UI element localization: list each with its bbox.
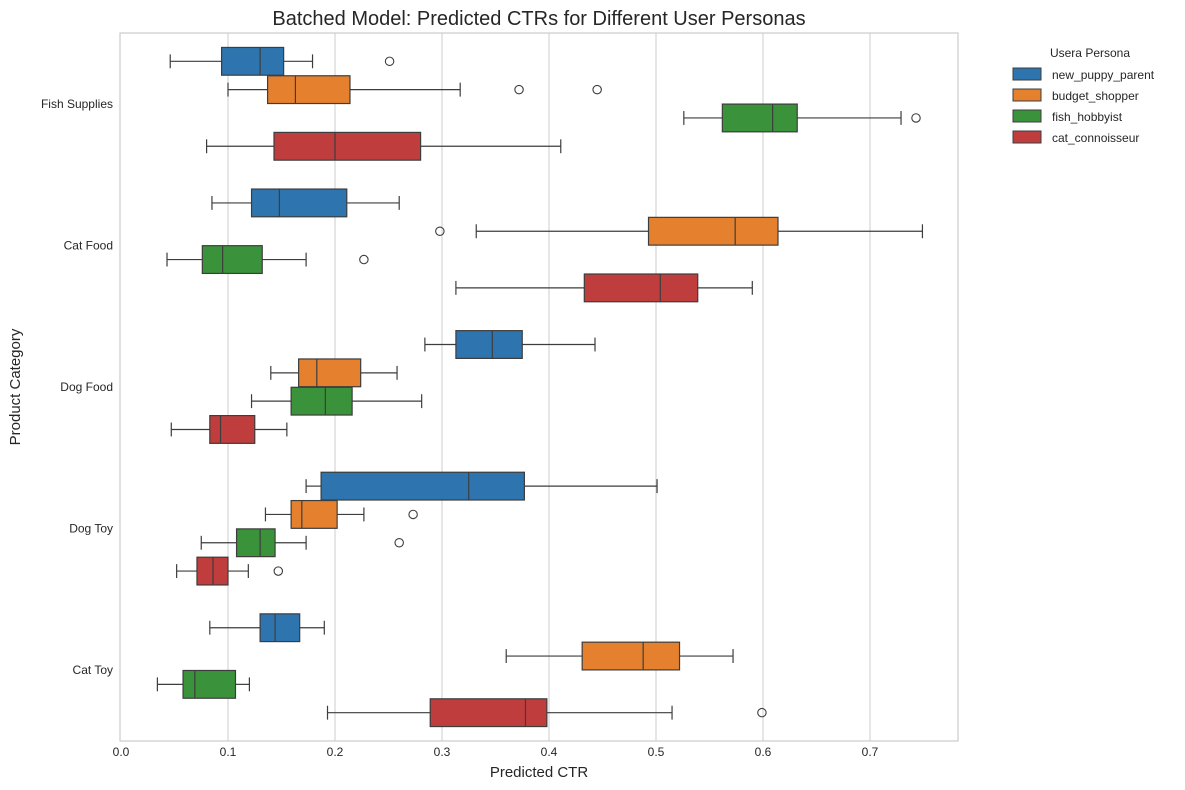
series-cat_connoisseur (170, 131, 767, 728)
iqr-box (273, 131, 422, 161)
outlier-point (514, 84, 524, 95)
plot-frame (119, 32, 959, 742)
iqr-box (220, 46, 285, 76)
iqr-box (455, 330, 523, 359)
iqr-box (298, 358, 362, 388)
y-tick-label: Fish Supplies (41, 97, 113, 111)
iqr-box (235, 528, 276, 558)
box-new_puppy_parent (209, 613, 325, 643)
box-budget_shopper (435, 216, 924, 246)
iqr-box (290, 386, 353, 416)
legend-swatch (1012, 67, 1042, 81)
outlier-point (394, 538, 404, 548)
iqr-box (320, 471, 525, 501)
iqr-box (721, 103, 798, 133)
x-tick-label: 0.6 (755, 745, 772, 759)
outlier-point (273, 566, 284, 576)
box-cat_connoisseur (455, 273, 753, 303)
legend-swatch (1012, 88, 1042, 102)
box-fish_hobbyist (166, 245, 369, 275)
outlier-point (757, 707, 767, 718)
box-fish_hobbyist (200, 528, 404, 558)
legend-label: budget_shopper (1052, 89, 1139, 103)
x-tick-label: 0.1 (220, 745, 237, 759)
y-axis-label: Product Category (7, 328, 24, 445)
iqr-box (209, 415, 256, 444)
iqr-box (581, 641, 681, 671)
series-new_puppy_parent (169, 46, 658, 643)
iqr-box (429, 698, 548, 728)
box-cat_connoisseur (176, 556, 284, 586)
outlier-point (408, 509, 418, 520)
box-new_puppy_parent (424, 330, 596, 359)
outlier-point (435, 226, 445, 236)
x-tick-label: 0.4 (541, 745, 558, 759)
legend-items: new_puppy_parent budget_shopper fish_hobby… (1012, 67, 1155, 145)
box-new_puppy_parent (169, 46, 395, 76)
box-fish_hobbyist (250, 386, 423, 416)
series-budget_shopper (227, 75, 924, 671)
legend-label: fish_hobbyist (1052, 110, 1123, 124)
box-new_puppy_parent (305, 471, 658, 501)
y-tick-labels: Fish Supplies Cat Food Dog Food Dog Toy Cat … (41, 97, 113, 677)
outlier-point (592, 84, 602, 95)
x-tick-label: 0.0 (113, 745, 130, 759)
y-tick-label: Dog Toy (69, 522, 113, 536)
box-cat_connoisseur (170, 415, 288, 444)
legend: Usera Persona new_puppy_parent budget_sho… (1012, 46, 1155, 145)
iqr-box (266, 75, 351, 105)
box-budget_shopper (227, 75, 602, 105)
box-cat_connoisseur (326, 698, 767, 728)
iqr-box (182, 669, 237, 699)
iqr-box (250, 188, 348, 218)
box-budget_shopper (264, 499, 418, 529)
outlier-point (359, 254, 369, 265)
box-new_puppy_parent (211, 188, 400, 218)
box-fish_hobbyist (683, 103, 921, 133)
box-series (156, 46, 924, 728)
x-tick-label: 0.5 (648, 745, 665, 759)
y-tick-label: Dog Food (60, 380, 113, 394)
box-budget_shopper (505, 641, 734, 671)
legend-label: new_puppy_parent (1052, 68, 1155, 82)
legend-label: cat_connoisseur (1052, 131, 1139, 145)
chart-title: Batched Model: Predicted CTRs for Differ… (272, 8, 805, 30)
legend-swatch (1012, 130, 1042, 144)
x-tick-labels: 0.0 0.1 0.2 0.3 0.4 0.5 0.6 0.7 (113, 745, 879, 759)
iqr-box (647, 216, 779, 246)
y-tick-label: Cat Food (64, 238, 113, 252)
iqr-box (201, 245, 263, 275)
legend-title: Usera Persona (1050, 46, 1130, 60)
outlier-point (911, 113, 921, 123)
x-tick-label: 0.3 (434, 745, 451, 759)
series-fish_hobbyist (156, 103, 921, 699)
outlier-point (384, 56, 395, 67)
box-budget_shopper (270, 358, 398, 388)
iqr-box (583, 273, 699, 303)
x-tick-label: 0.2 (327, 745, 344, 759)
box-cat_connoisseur (206, 131, 562, 161)
x-axis-label: Predicted CTR (490, 764, 589, 781)
iqr-box (259, 613, 301, 643)
iqr-box (290, 499, 338, 529)
box-fish_hobbyist (156, 669, 250, 699)
x-tick-label: 0.7 (862, 745, 879, 759)
y-tick-label: Cat Toy (73, 663, 113, 677)
legend-swatch (1012, 109, 1042, 123)
